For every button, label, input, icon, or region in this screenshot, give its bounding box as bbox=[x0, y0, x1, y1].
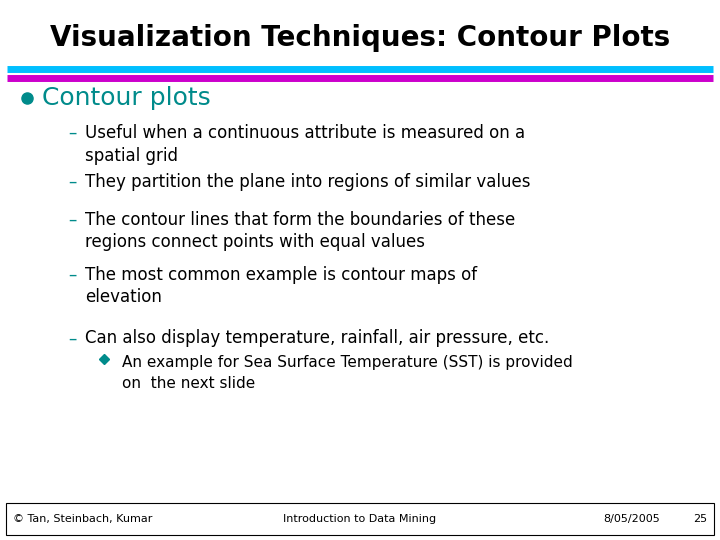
Text: Can also display temperature, rainfall, air pressure, etc.: Can also display temperature, rainfall, … bbox=[85, 329, 549, 347]
Text: –: – bbox=[68, 329, 77, 347]
Text: The most common example is contour maps of: The most common example is contour maps … bbox=[85, 266, 477, 284]
Text: © Tan, Steinbach, Kumar: © Tan, Steinbach, Kumar bbox=[13, 514, 153, 524]
Text: They partition the plane into regions of similar values: They partition the plane into regions of… bbox=[85, 173, 531, 191]
Text: Visualization Techniques: Contour Plots: Visualization Techniques: Contour Plots bbox=[50, 24, 670, 52]
Text: –: – bbox=[68, 266, 77, 284]
Text: regions connect points with equal values: regions connect points with equal values bbox=[85, 233, 425, 251]
Text: Introduction to Data Mining: Introduction to Data Mining bbox=[284, 514, 436, 524]
Text: 25: 25 bbox=[693, 514, 707, 524]
Text: Contour plots: Contour plots bbox=[42, 86, 210, 110]
Text: –: – bbox=[68, 173, 77, 191]
Text: on  the next slide: on the next slide bbox=[122, 376, 256, 390]
Text: elevation: elevation bbox=[85, 288, 162, 306]
Text: –: – bbox=[68, 124, 77, 142]
Text: 8/05/2005: 8/05/2005 bbox=[603, 514, 660, 524]
Text: spatial grid: spatial grid bbox=[85, 147, 178, 165]
Text: An example for Sea Surface Temperature (SST) is provided: An example for Sea Surface Temperature (… bbox=[122, 355, 573, 370]
FancyBboxPatch shape bbox=[6, 503, 714, 535]
Text: –: – bbox=[68, 211, 77, 228]
Text: The contour lines that form the boundaries of these: The contour lines that form the boundari… bbox=[85, 211, 516, 228]
Text: Useful when a continuous attribute is measured on a: Useful when a continuous attribute is me… bbox=[85, 124, 525, 142]
